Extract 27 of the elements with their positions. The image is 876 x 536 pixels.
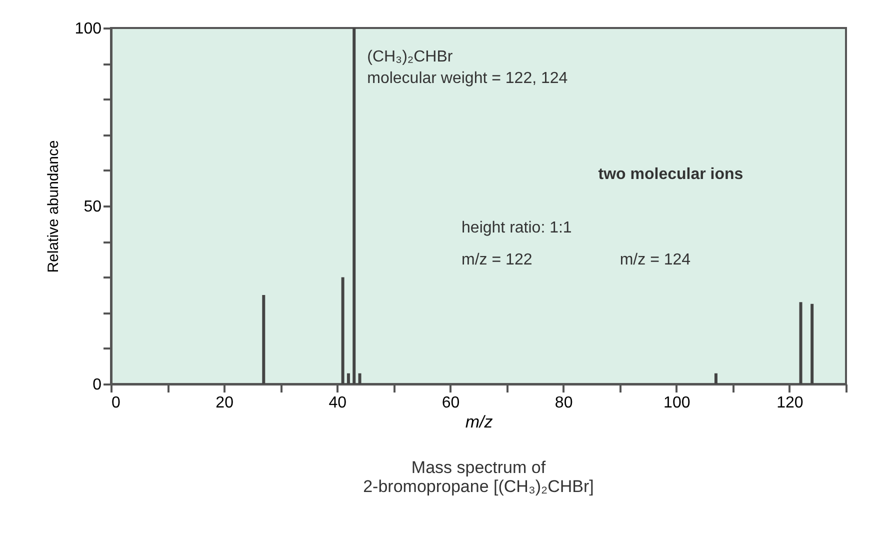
x-tick-label: 20 [216, 394, 234, 412]
annotation: m/z = 124 [620, 251, 691, 268]
bar [346, 373, 350, 384]
y-tick-label: 50 [84, 198, 102, 216]
y-tick-label: 100 [74, 20, 102, 38]
bar [358, 373, 362, 384]
annotation: molecular weight = 122, 124 [367, 70, 568, 87]
bar [341, 277, 344, 384]
y-axis-title: Relative abundance [44, 140, 62, 273]
x-tick-label: 100 [664, 394, 690, 412]
x-tick-label: 120 [776, 394, 804, 412]
bar [714, 373, 718, 384]
bar [799, 302, 802, 384]
x-axis-title: m/z [465, 412, 494, 432]
bar [262, 295, 266, 384]
annotation: m/z = 122 [462, 251, 532, 268]
annotation: (CH₃)₂CHBr [367, 48, 454, 66]
bar [810, 304, 814, 384]
y-tick-label: 0 [92, 376, 102, 394]
bar [352, 28, 356, 384]
x-tick-label: 80 [554, 394, 573, 412]
annotation: height ratio: 1:1 [462, 219, 572, 236]
text: Mass spectrum of 2-bromopropane [(CH₃)₂CHBr] [363, 458, 594, 496]
x-tick-label: 60 [442, 394, 460, 412]
x-tick-label: 40 [328, 394, 347, 412]
x-tick-label: 0 [112, 394, 120, 412]
annotation: two molecular ions [598, 166, 744, 183]
